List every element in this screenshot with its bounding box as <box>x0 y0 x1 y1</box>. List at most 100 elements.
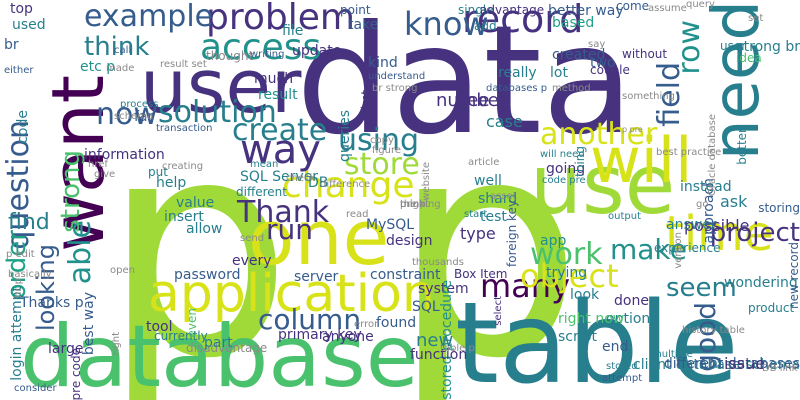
word-without: without <box>622 47 668 61</box>
word-p: p <box>102 75 293 400</box>
word-single: single <box>458 3 494 17</box>
word-stored: stored <box>606 361 638 372</box>
word-output: output <box>608 211 641 222</box>
word-sql-server: SQL Server <box>240 169 319 185</box>
word-thousands: thousands <box>412 257 464 268</box>
word-basically: basically <box>8 269 52 280</box>
word-open: open <box>110 265 135 276</box>
word-table: table <box>455 279 739 400</box>
word-best-way: best way <box>81 292 97 356</box>
word-many: many <box>480 267 570 305</box>
word-test: test <box>480 209 507 225</box>
word-issue: issue <box>724 354 766 373</box>
word-table-p: table p <box>440 343 475 354</box>
word-column: column <box>258 303 362 336</box>
word-much: much <box>254 71 294 87</box>
word-experience: experience <box>654 241 721 255</box>
word-now: now <box>96 97 158 132</box>
word-allow: allow <box>186 221 223 237</box>
word-server: server <box>294 269 339 285</box>
word-large: large <box>48 341 84 357</box>
word-another: another <box>540 117 658 152</box>
word-far: far <box>134 109 154 125</box>
word-well: well <box>474 173 502 189</box>
word-create: create <box>232 113 328 148</box>
word-will-need: will need <box>540 149 585 160</box>
word-put: put <box>148 165 168 179</box>
word-project: project <box>709 218 800 248</box>
word-new-record: new record <box>787 242 800 309</box>
word-pre-code: pre code <box>69 347 83 400</box>
word-start: start <box>464 209 488 220</box>
word-error: error <box>354 319 379 330</box>
word-done: done <box>614 293 649 309</box>
word-trying: trying <box>546 265 588 281</box>
word-kind: kind <box>368 55 398 71</box>
word-user: user <box>140 44 302 130</box>
word-thanks-p: Thanks p <box>20 295 84 311</box>
word-type: type <box>460 224 496 243</box>
word-point: point <box>340 3 371 17</box>
word-end: end <box>602 339 629 355</box>
word-option: option <box>606 311 651 327</box>
word-href: href <box>88 159 108 170</box>
word-system: system <box>418 281 469 297</box>
word-queries: queries <box>337 110 353 162</box>
word-part: part <box>204 335 233 351</box>
word-creating: creating <box>162 161 204 172</box>
word-send: send <box>240 233 265 244</box>
word-one: one <box>248 193 390 282</box>
word-copy: copy <box>370 135 394 146</box>
word-history-table: history table <box>682 325 745 336</box>
word-process: process <box>120 99 159 110</box>
word-result: result <box>258 87 298 103</box>
word-databases-p: databases p <box>486 83 548 94</box>
word-etc-p: etc p <box>80 59 116 75</box>
word-access: access <box>200 27 322 68</box>
word-go: go <box>696 199 709 210</box>
word-advantage: advantage <box>480 3 545 17</box>
word-object: object <box>520 257 619 295</box>
word-call: call <box>114 45 132 56</box>
word-db-link: DB link <box>762 363 798 374</box>
word-time: time <box>665 206 774 262</box>
word-set: set <box>748 13 764 24</box>
word-mysql: MySQL <box>366 217 415 233</box>
word-run: run <box>266 213 314 246</box>
word-schema: schema <box>114 111 154 122</box>
word-figure: figure <box>372 145 402 156</box>
word-query: query <box>686 0 715 10</box>
word-box-item: Box Item <box>454 267 508 281</box>
word-website: website <box>421 162 432 201</box>
word-either: either <box>4 65 34 76</box>
word-will: will <box>590 124 693 197</box>
word-ask: ask <box>720 192 748 211</box>
word-thing: thing <box>573 146 587 177</box>
word-first: first <box>359 90 373 114</box>
word-data: data <box>296 0 634 168</box>
word-different: different <box>236 185 287 199</box>
word-new: new <box>416 330 454 351</box>
word-method: method <box>552 83 591 94</box>
word-see: see <box>458 90 490 111</box>
word-p-pre: p pre <box>622 125 643 134</box>
word-couple: couple <box>590 63 630 77</box>
word-work: work <box>530 237 603 272</box>
word-file: file <box>282 23 304 39</box>
word-take: take <box>348 17 379 33</box>
word-p: p <box>392 75 583 400</box>
word-thought: thought <box>206 49 254 63</box>
word-read: read <box>346 209 369 220</box>
word-store: store <box>344 147 420 182</box>
word-password: password <box>174 267 241 283</box>
word-different-databases: different databases <box>663 356 800 372</box>
word-understand: understand <box>368 71 426 82</box>
word-difference: difference <box>320 179 371 190</box>
word-client-database-schema: client database schema <box>633 357 800 373</box>
word-right-now: right now <box>558 311 625 327</box>
word-going: going <box>546 161 586 177</box>
word-version: version <box>673 232 684 269</box>
word-give: give <box>94 169 116 180</box>
word-constraint: constraint <box>370 267 441 283</box>
